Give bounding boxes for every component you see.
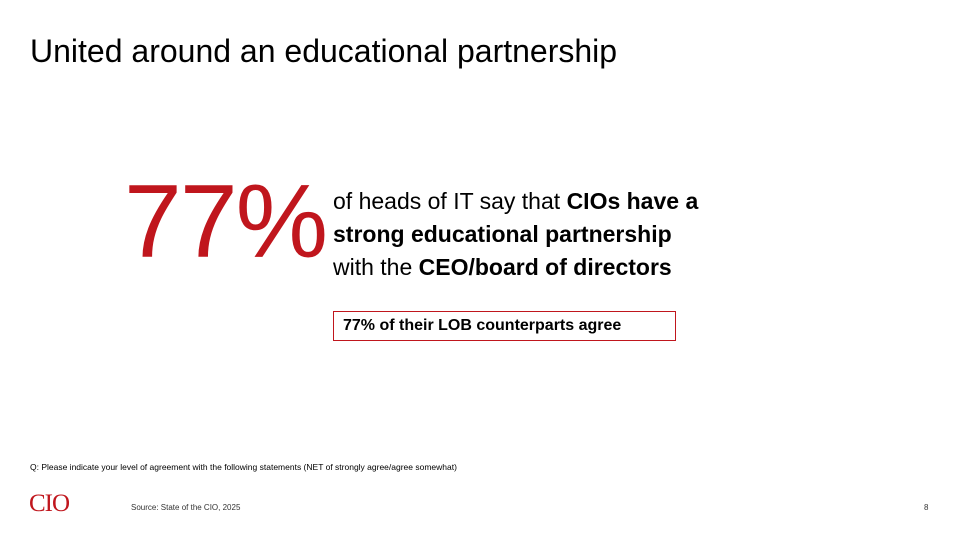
big-figure: 77% — [124, 164, 328, 280]
statement-line: with the CEO/board of directors — [333, 251, 698, 284]
statement-line: strong educational partnership — [333, 218, 698, 251]
logo: CIO — [29, 490, 70, 517]
statement-segment: CIOs have a — [566, 188, 699, 214]
statement: of heads of IT say that CIOs have a stron… — [333, 185, 698, 284]
source-note: Source: State of the CIO, 2025 — [131, 503, 241, 512]
statement-segment: strong educational partnership — [333, 221, 672, 247]
question-note: Q: Please indicate your level of agreeme… — [30, 462, 457, 472]
slide-title: United around an educational partnership — [30, 33, 618, 69]
callout-box: 77% of their LOB counterparts agree — [333, 311, 676, 341]
page-number: 8 — [924, 503, 929, 512]
statement-segment: of heads of IT say that — [333, 188, 567, 214]
statement-line: of heads of IT say that CIOs have a — [333, 185, 698, 218]
statement-segment: CEO/board of directors — [418, 254, 672, 280]
statement-segment: with the — [333, 254, 419, 280]
